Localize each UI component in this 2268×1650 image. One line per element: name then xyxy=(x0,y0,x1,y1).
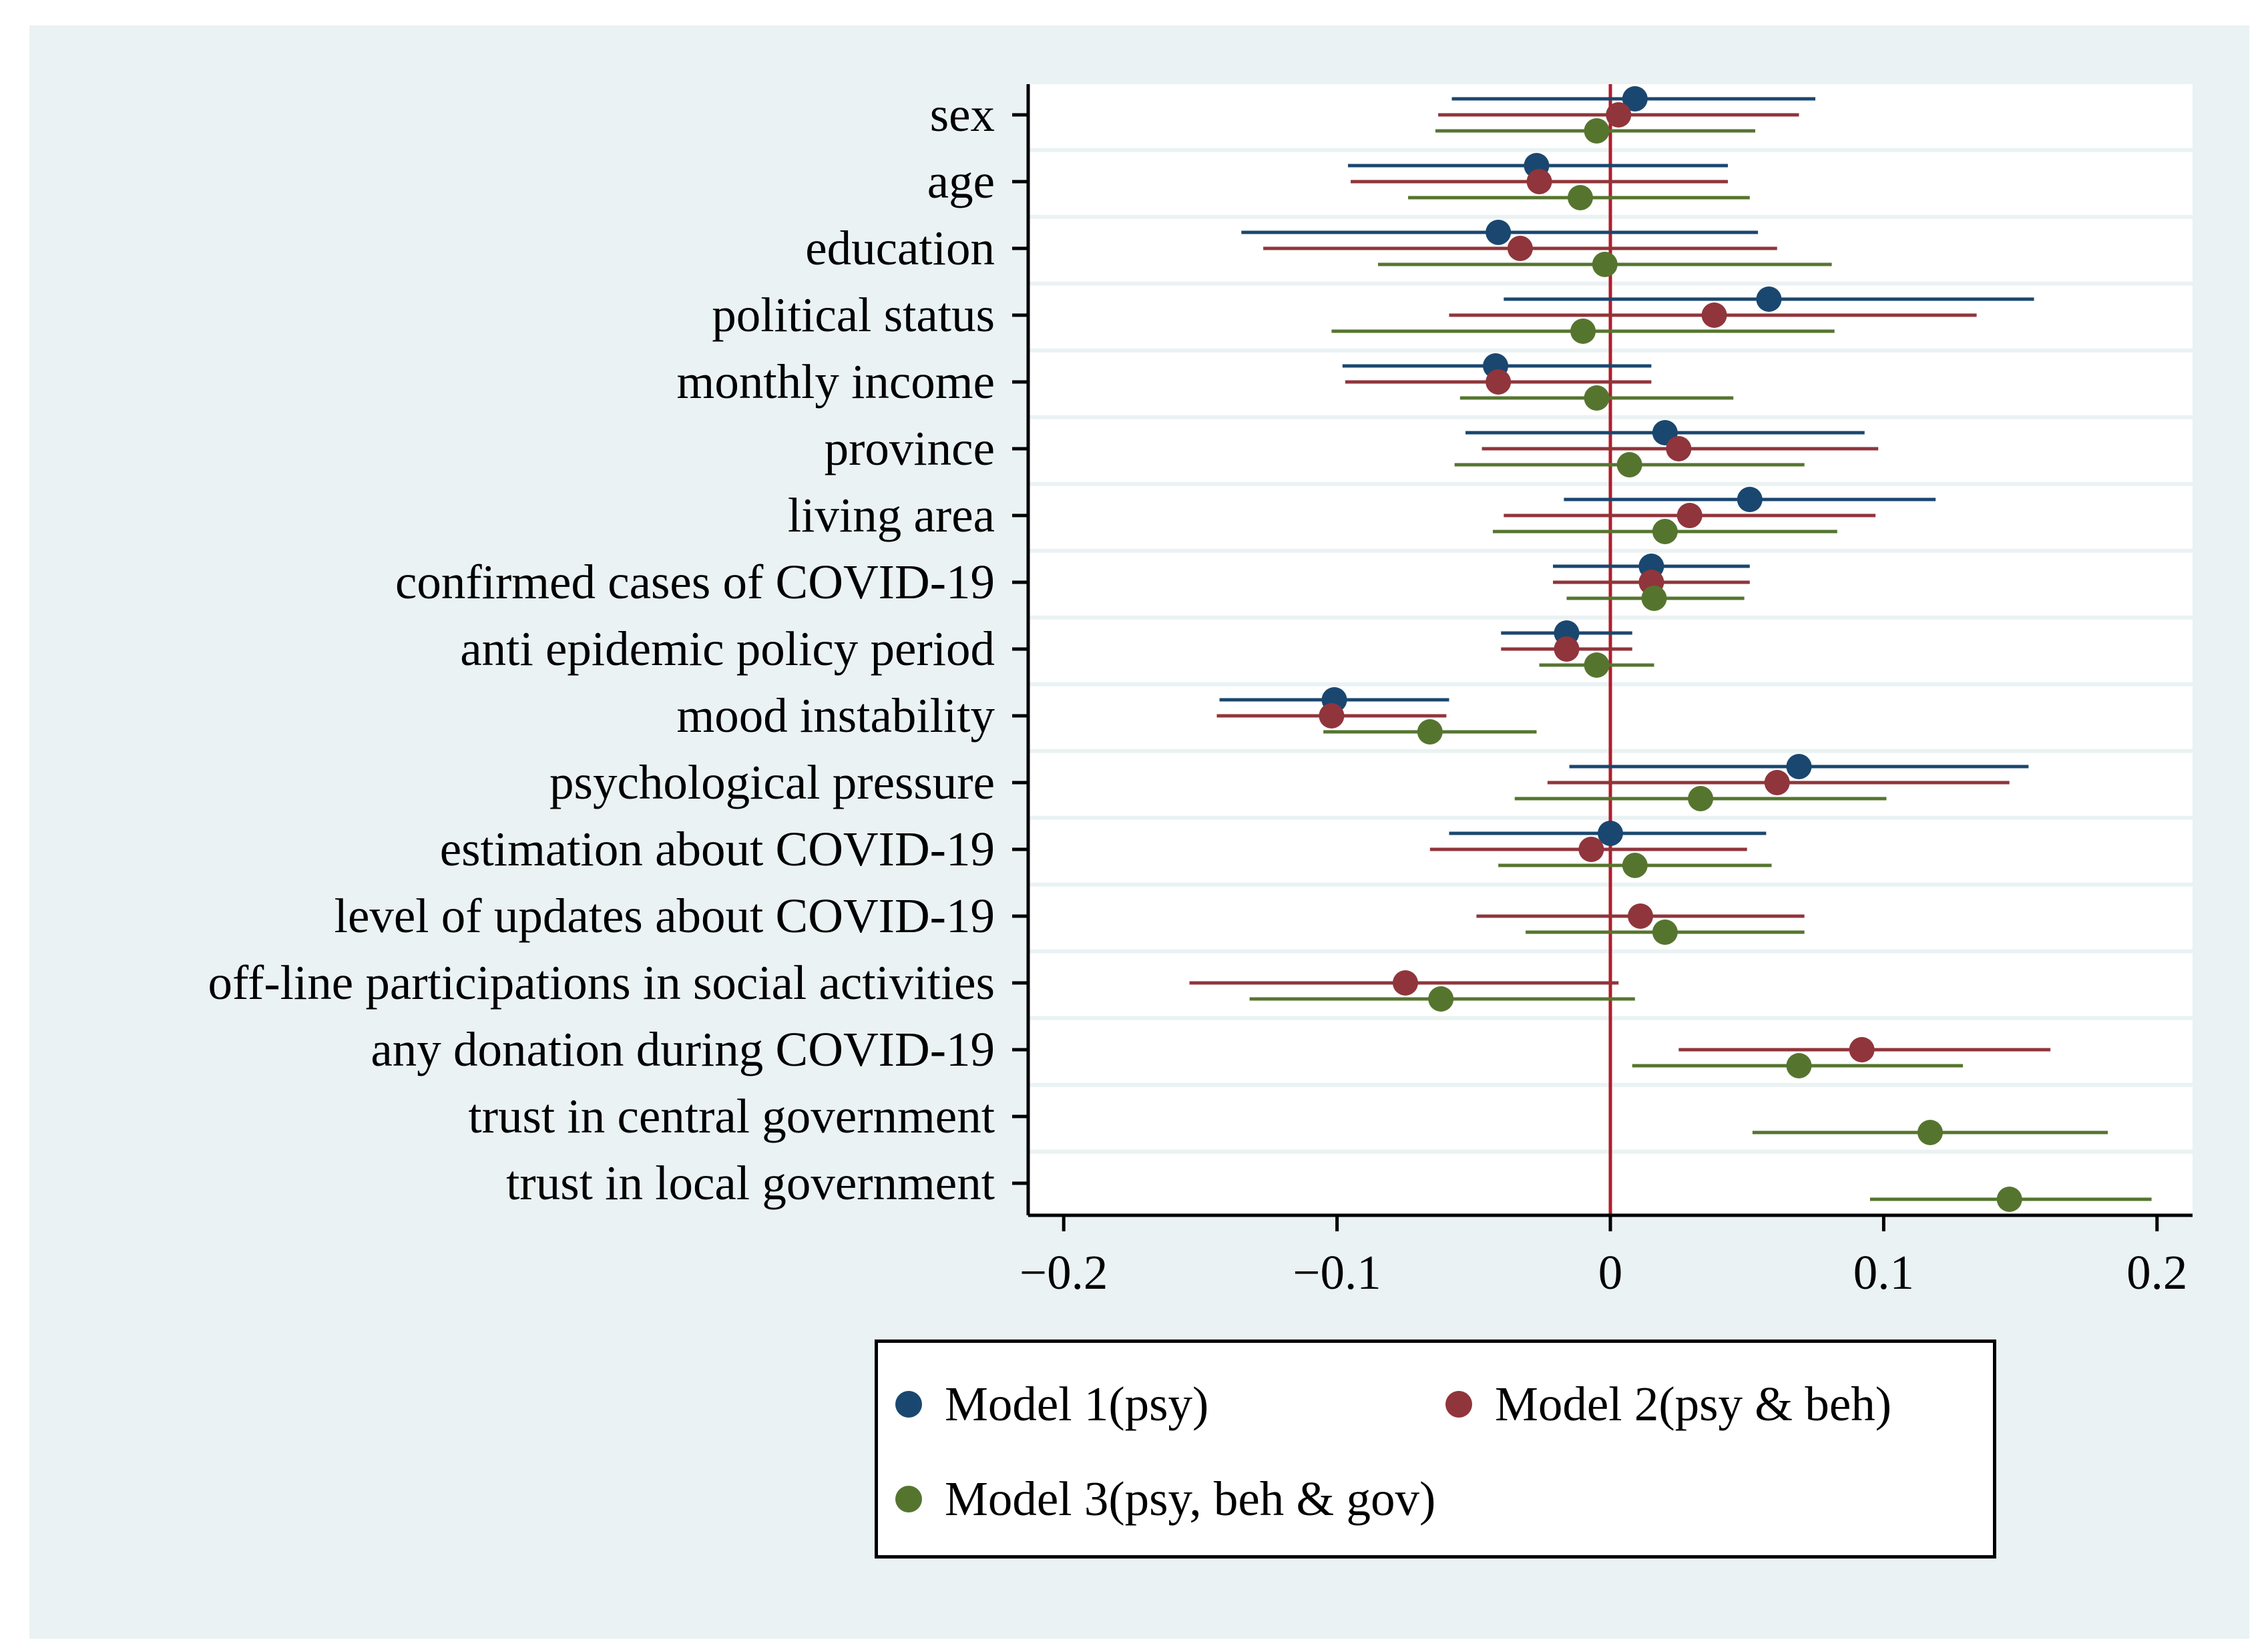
point-model-3-psy-beh-gov-political-status xyxy=(1570,319,1596,344)
point-model-3-psy-beh-gov-psychological-pressure xyxy=(1688,786,1714,811)
x-tick-label: 0 xyxy=(1598,1245,1623,1299)
category-label-estimation-about-covid-19: estimation about COVID-19 xyxy=(440,822,995,876)
point-model-2-psy-beh-education xyxy=(1507,236,1533,261)
category-label-psychological-pressure: psychological pressure xyxy=(549,755,995,809)
point-model-1-psy-education xyxy=(1486,220,1512,245)
category-label-off-line-participations-in-social-activities: off-line participations in social activi… xyxy=(208,956,995,1010)
point-model-2-psy-beh-monthly-income xyxy=(1486,369,1512,395)
point-model-2-psy-beh-off-line-participations-in-social-activities xyxy=(1392,970,1418,996)
legend-item-model-3: Model 3(psy, beh & gov) xyxy=(895,1471,1435,1527)
point-model-3-psy-beh-gov-monthly-income xyxy=(1584,385,1610,411)
point-model-2-psy-beh-sex xyxy=(1606,102,1632,128)
category-label-monthly-income: monthly income xyxy=(677,355,995,409)
point-model-3-psy-beh-gov-trust-in-central-government xyxy=(1917,1120,1943,1145)
legend-marker-model-3 xyxy=(895,1486,922,1512)
point-model-1-psy-political-status xyxy=(1756,286,1782,312)
category-label-living-area: living area xyxy=(788,488,995,542)
category-label-sex: sex xyxy=(930,87,995,142)
point-model-2-psy-beh-psychological-pressure xyxy=(1764,770,1790,795)
category-label-any-donation-during-covid-19: any donation during COVID-19 xyxy=(371,1022,995,1076)
point-model-3-psy-beh-gov-any-donation-during-covid-19 xyxy=(1786,1053,1812,1078)
point-estimates xyxy=(1319,86,2022,1212)
x-tick-label: −0.1 xyxy=(1293,1245,1381,1299)
legend-item-model-1: Model 1(psy) xyxy=(895,1376,1208,1432)
point-model-2-psy-beh-anti-epidemic-policy-period xyxy=(1554,636,1580,662)
legend-label-model-2: Model 2(psy & beh) xyxy=(1495,1377,1892,1431)
category-label-political-status: political status xyxy=(712,288,995,342)
point-model-3-psy-beh-gov-trust-in-local-government xyxy=(1996,1187,2022,1212)
point-model-3-psy-beh-gov-living-area xyxy=(1652,519,1678,544)
point-model-3-psy-beh-gov-off-line-participations-in-social-activities xyxy=(1428,986,1454,1012)
legend-marker-model-1 xyxy=(895,1391,922,1418)
legend-item-model-2: Model 2(psy & beh) xyxy=(1445,1376,1891,1432)
legend-label-model-1: Model 1(psy) xyxy=(945,1377,1209,1431)
axes xyxy=(1012,84,2193,1231)
point-model-1-psy-sex xyxy=(1622,86,1648,112)
point-model-3-psy-beh-gov-sex xyxy=(1584,118,1610,144)
x-tick-label: −0.2 xyxy=(1019,1245,1108,1299)
point-model-3-psy-beh-gov-age xyxy=(1567,185,1593,210)
point-model-3-psy-beh-gov-anti-epidemic-policy-period xyxy=(1584,652,1610,678)
category-label-age: age xyxy=(927,154,995,208)
legend-label-model-3: Model 3(psy, beh & gov) xyxy=(945,1472,1436,1526)
category-label-level-of-updates-about-covid-19: level of updates about COVID-19 xyxy=(334,889,995,943)
category-label-confirmed-cases-of-covid-19: confirmed cases of COVID-19 xyxy=(395,555,995,609)
point-model-2-psy-beh-any-donation-during-covid-19 xyxy=(1849,1037,1875,1062)
point-model-2-psy-beh-level-of-updates-about-covid-19 xyxy=(1628,903,1654,929)
category-label-province: province xyxy=(825,421,995,475)
category-label-trust-in-central-government: trust in central government xyxy=(468,1089,995,1143)
category-label-mood-instability: mood instability xyxy=(676,688,995,743)
point-model-2-psy-beh-province xyxy=(1666,436,1692,461)
point-model-1-psy-living-area xyxy=(1737,487,1763,512)
point-model-1-psy-psychological-pressure xyxy=(1786,754,1812,779)
x-tick-label: 0.2 xyxy=(2126,1245,2187,1299)
point-model-1-psy-estimation-about-covid-19 xyxy=(1598,821,1623,846)
x-tick-labels: −0.2 −0.1 0 0.1 0.2 xyxy=(1019,1245,2187,1299)
category-labels: sex age education political status monthly i… xyxy=(208,87,995,1210)
point-model-3-psy-beh-gov-province xyxy=(1616,452,1642,477)
point-model-3-psy-beh-gov-education xyxy=(1592,252,1618,277)
point-model-2-psy-beh-age xyxy=(1526,169,1552,194)
point-model-2-psy-beh-living-area xyxy=(1676,503,1703,528)
category-label-trust-in-local-government: trust in local government xyxy=(506,1156,995,1210)
point-model-2-psy-beh-political-status xyxy=(1701,302,1727,328)
x-tick-label: 0.1 xyxy=(1853,1245,1914,1299)
point-model-2-psy-beh-mood-instability xyxy=(1319,703,1345,729)
category-label-anti-epidemic-policy-period: anti epidemic policy period xyxy=(460,622,995,676)
point-model-3-psy-beh-gov-confirmed-cases-of-covid-19 xyxy=(1641,586,1667,611)
point-model-3-psy-beh-gov-level-of-updates-about-covid-19 xyxy=(1652,919,1678,945)
point-model-3-psy-beh-gov-mood-instability xyxy=(1417,719,1443,745)
category-label-education: education xyxy=(805,221,995,275)
legend: Model 1(psy) Model 2(psy & beh) Model 3(… xyxy=(875,1339,1996,1559)
legend-marker-model-2 xyxy=(1445,1391,1472,1418)
point-model-3-psy-beh-gov-estimation-about-covid-19 xyxy=(1622,853,1648,878)
point-model-2-psy-beh-estimation-about-covid-19 xyxy=(1578,837,1604,862)
